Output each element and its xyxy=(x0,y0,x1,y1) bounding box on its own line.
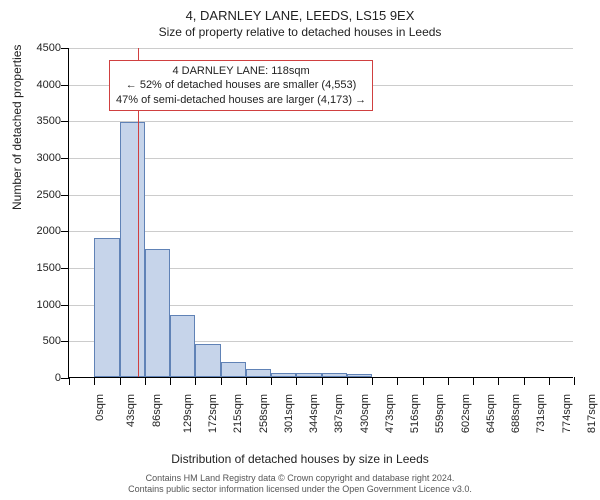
histogram-bar xyxy=(145,249,170,377)
histogram-bar xyxy=(195,344,220,377)
x-tick xyxy=(397,377,398,385)
y-tick xyxy=(61,231,69,232)
annotation-line-3: 47% of semi-detached houses are larger (… xyxy=(116,93,366,107)
x-tick xyxy=(170,377,171,385)
annotation-line-2: ← 52% of detached houses are smaller (4,… xyxy=(116,78,366,92)
y-tick-label: 2500 xyxy=(21,189,61,201)
x-tick xyxy=(94,377,95,385)
x-tick-label: 559sqm xyxy=(434,394,446,433)
y-tick xyxy=(61,341,69,342)
x-tick xyxy=(221,377,222,385)
histogram-bar xyxy=(271,373,296,377)
x-tick xyxy=(145,377,146,385)
page-subtitle: Size of property relative to detached ho… xyxy=(0,23,600,45)
attribution-line-1: Contains HM Land Registry data © Crown c… xyxy=(0,473,600,485)
x-tick-label: 516sqm xyxy=(409,394,421,433)
y-tick-label: 2000 xyxy=(21,225,61,237)
x-tick xyxy=(347,377,348,385)
x-tick xyxy=(372,377,373,385)
x-tick-label: 602sqm xyxy=(460,394,472,433)
x-tick-label: 731sqm xyxy=(535,394,547,433)
x-tick xyxy=(296,377,297,385)
y-tick-label: 4000 xyxy=(21,79,61,91)
annotation-line-1: 4 DARNLEY LANE: 118sqm xyxy=(116,64,366,78)
x-tick-label: 817sqm xyxy=(586,394,598,433)
x-tick xyxy=(246,377,247,385)
y-tick xyxy=(61,48,69,49)
y-tick-label: 3500 xyxy=(21,115,61,127)
x-tick xyxy=(69,377,70,385)
y-tick-label: 0 xyxy=(21,372,61,384)
histogram-bar xyxy=(94,238,119,377)
y-tick xyxy=(61,121,69,122)
y-tick-label: 1000 xyxy=(21,299,61,311)
histogram-bar xyxy=(221,362,246,377)
x-tick-label: 0sqm xyxy=(94,394,106,421)
x-tick xyxy=(120,377,121,385)
attribution-text: Contains HM Land Registry data © Crown c… xyxy=(0,473,600,496)
x-tick-label: 430sqm xyxy=(359,394,371,433)
x-tick xyxy=(195,377,196,385)
x-tick-label: 258sqm xyxy=(258,394,270,433)
x-tick xyxy=(498,377,499,385)
x-tick xyxy=(574,377,575,385)
x-tick-label: 43sqm xyxy=(125,394,137,427)
x-tick-label: 86sqm xyxy=(151,394,163,427)
histogram-bar xyxy=(170,315,195,377)
x-tick-label: 344sqm xyxy=(308,394,320,433)
y-tick-label: 500 xyxy=(21,335,61,347)
y-tick-label: 3000 xyxy=(21,152,61,164)
page-title: 4, DARNLEY LANE, LEEDS, LS15 9EX xyxy=(0,0,600,23)
y-tick-label: 4500 xyxy=(21,42,61,54)
histogram-chart: 0500100015002000250030003500400045000sqm… xyxy=(68,48,573,408)
x-tick xyxy=(448,377,449,385)
y-tick xyxy=(61,268,69,269)
x-tick-label: 215sqm xyxy=(232,394,244,433)
y-tick xyxy=(61,195,69,196)
histogram-bar xyxy=(246,369,271,377)
histogram-bar xyxy=(322,373,347,377)
histogram-bar xyxy=(347,374,372,377)
x-tick-label: 688sqm xyxy=(510,394,522,433)
y-tick-label: 1500 xyxy=(21,262,61,274)
plot-area: 0500100015002000250030003500400045000sqm… xyxy=(68,48,573,378)
y-tick xyxy=(61,305,69,306)
x-tick xyxy=(473,377,474,385)
x-tick-label: 387sqm xyxy=(333,394,345,433)
annotation-box: 4 DARNLEY LANE: 118sqm← 52% of detached … xyxy=(109,60,373,111)
x-axis-label: Distribution of detached houses by size … xyxy=(0,452,600,466)
x-tick-label: 645sqm xyxy=(485,394,497,433)
y-tick xyxy=(61,158,69,159)
histogram-bar xyxy=(120,122,145,377)
x-tick-label: 774sqm xyxy=(561,394,573,433)
x-tick-label: 473sqm xyxy=(384,394,396,433)
histogram-bar xyxy=(296,373,321,377)
x-tick-label: 129sqm xyxy=(182,394,194,433)
grid-line xyxy=(69,48,573,49)
x-tick xyxy=(271,377,272,385)
x-tick xyxy=(322,377,323,385)
x-tick-label: 301sqm xyxy=(283,394,295,433)
x-tick xyxy=(524,377,525,385)
x-tick-label: 172sqm xyxy=(207,394,219,433)
attribution-line-2: Contains public sector information licen… xyxy=(0,484,600,496)
x-tick xyxy=(423,377,424,385)
y-tick xyxy=(61,85,69,86)
y-tick xyxy=(61,378,69,379)
x-tick xyxy=(549,377,550,385)
